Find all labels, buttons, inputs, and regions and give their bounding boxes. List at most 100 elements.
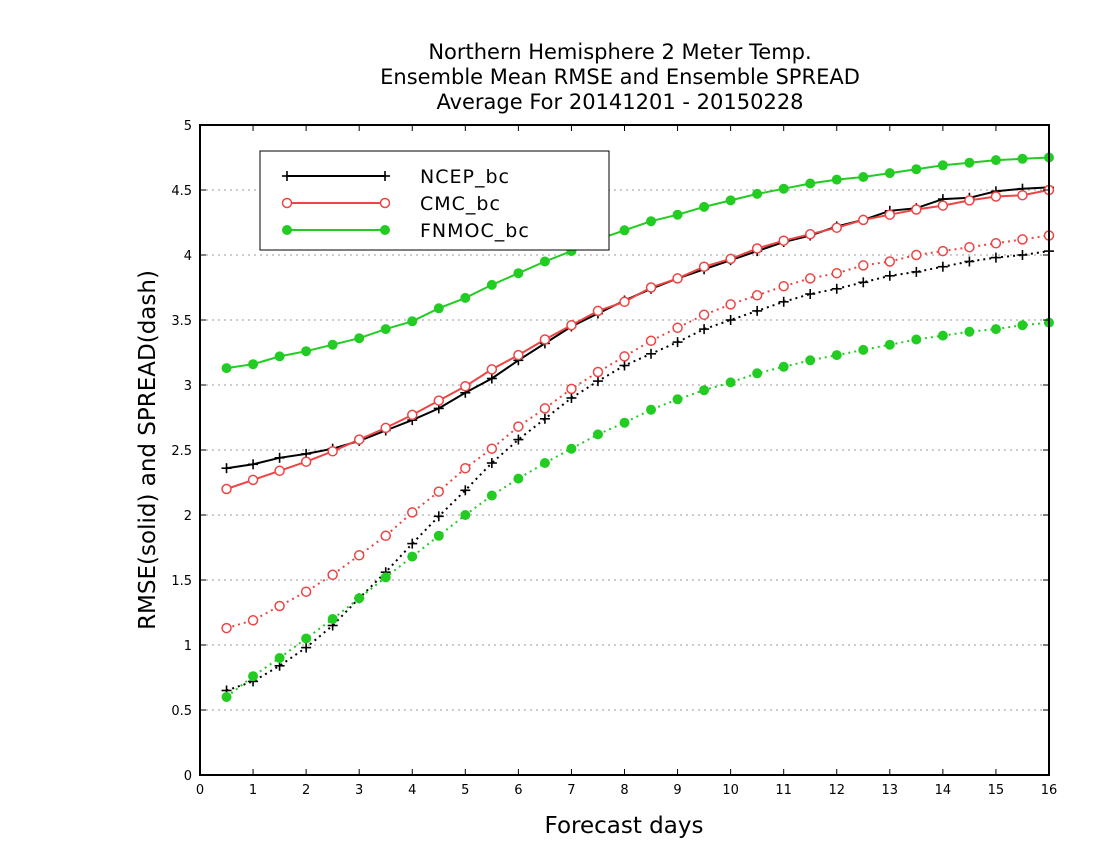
chart-title: Northern Hemisphere 2 Meter Temp. Ensemb… [380, 40, 860, 114]
cmc-bc-spread-point [672, 322, 683, 334]
y-tick-label: 4.5 [171, 184, 192, 199]
fnmoc-bc-rmse-point [699, 201, 710, 212]
cmc-bc-spread-point [804, 273, 816, 284]
ncep-bc-spread-point [990, 252, 1001, 263]
ncep-bc-spread-point [831, 283, 842, 294]
ncep-bc-spread-point [964, 256, 975, 267]
cmc-bc-rmse-point [778, 235, 789, 246]
cmc-bc-rmse-point [804, 228, 816, 240]
ncep-bc-spread-point [778, 296, 789, 307]
cmc-bc-rmse-point [407, 409, 418, 421]
fnmoc-bc-rmse-point [248, 359, 259, 370]
y-tick-label: 3 [184, 379, 192, 394]
ncep-bc-rmse-point [274, 452, 285, 463]
cmc-bc-rmse-point [566, 319, 577, 331]
ncep-bc-spread-point [566, 393, 577, 403]
legend-marker-cmc-bc [379, 197, 391, 209]
cmc-bc-rmse-point [300, 456, 312, 467]
x-tick-label: 6 [514, 783, 522, 798]
fnmoc-bc-rmse-point [990, 155, 1001, 166]
cmc-bc-spread-point [619, 351, 630, 362]
cmc-bc-rmse-point [619, 296, 630, 308]
cmc-bc-rmse-point [274, 465, 285, 477]
legend-item-fnmoc-bc: FNMOC_bc [282, 220, 529, 242]
fnmoc-bc-spread-point [964, 326, 975, 337]
fnmoc-bc-rmse-point [274, 351, 285, 362]
cmc-bc-rmse-point [964, 195, 975, 206]
x-tick-label: 12 [828, 783, 845, 798]
cmc-bc-spread-point [566, 383, 577, 395]
cmc-bc-rmse-point [990, 191, 1002, 202]
x-tick-label: 8 [620, 783, 628, 798]
fnmoc-bc-spread-point [672, 394, 683, 405]
ncep-bc-spread-point [619, 360, 630, 371]
cmc-bc-rmse-point [672, 273, 683, 284]
cmc-bc-rmse-point [884, 209, 896, 220]
legend-marker-cmc-bc [281, 197, 293, 209]
fnmoc-bc-spread-point [990, 324, 1001, 335]
chart-title-line-3: Average For 20141201 - 20150228 [436, 90, 803, 114]
cmc-bc-rmse-point [751, 243, 763, 254]
cmc-bc-rmse-point [1017, 189, 1028, 201]
fnmoc-bc-spread-point [513, 473, 524, 484]
ncep-bc-spread-point [1017, 250, 1028, 260]
x-tick-label: 7 [567, 783, 575, 798]
fnmoc-bc-rmse-point [327, 339, 338, 350]
cmc-bc-spread-point [751, 290, 763, 301]
cmc-bc-rmse-point [460, 381, 471, 392]
fnmoc-bc-spread-point [354, 593, 365, 604]
y-tick-label: 2.5 [171, 444, 192, 459]
x-tick-label: 15 [988, 783, 1005, 798]
cmc-bc-rmse-point [858, 214, 869, 226]
x-tick-label: 11 [775, 783, 792, 798]
ncep-bc-spread-point [699, 324, 710, 335]
cmc-bc-spread-point [990, 238, 1002, 249]
cmc-bc-rmse-point [911, 204, 922, 215]
fnmoc-bc-rmse-point [858, 172, 869, 182]
fnmoc-bc-rmse-point [221, 363, 232, 374]
fnmoc-bc-spread-point [646, 404, 657, 415]
chart-title-line-2: Ensemble Mean RMSE and Ensemble SPREAD [380, 65, 860, 89]
y-axis-label: RMSE(solid) and SPREAD(dash) [135, 270, 161, 630]
cmc-bc-spread-point [831, 267, 842, 279]
x-tick-label: 5 [461, 783, 469, 798]
fnmoc-bc-rmse-point [460, 292, 471, 303]
fnmoc-bc-spread-point [274, 653, 285, 663]
fnmoc-bc-rmse-point [911, 164, 922, 175]
ncep-bc-spread-point [460, 485, 471, 496]
fnmoc-bc-rmse-point [407, 316, 418, 327]
fnmoc-bc-spread-point [327, 614, 338, 624]
ncep-bc-spread-point [646, 348, 657, 359]
fnmoc-bc-rmse-point [752, 188, 763, 199]
ncep-bc-spread-point [672, 337, 683, 348]
cmc-bc-rmse-point [486, 364, 498, 375]
fnmoc-bc-rmse-point [301, 346, 312, 357]
ncep-bc-spread-point [725, 315, 736, 325]
y-tick-label: 0.5 [171, 704, 192, 719]
legend-label-cmc-bc: CMC_bc [420, 193, 501, 215]
series-cmc-bc [221, 184, 1055, 634]
cmc-bc-spread-point [433, 486, 445, 497]
cmc-bc-spread-point [858, 260, 869, 271]
fnmoc-bc-spread-point [778, 361, 789, 372]
cmc-bc-rmse-point [353, 434, 365, 445]
fnmoc-bc-rmse-point [884, 168, 895, 179]
x-tick-label: 1 [249, 783, 257, 798]
fnmoc-bc-rmse-point [778, 183, 789, 194]
cmc-bc-rmse-point [221, 483, 232, 495]
fnmoc-bc-spread-point [752, 368, 763, 379]
cmc-bc-spread-point [1017, 234, 1028, 245]
ncep-bc-spread-point [884, 270, 895, 281]
fnmoc-bc-rmse-point [513, 268, 524, 279]
cmc-bc-spread-point [539, 403, 551, 414]
fnmoc-bc-spread-point [937, 330, 948, 341]
ncep-bc-rmse-point [248, 459, 259, 470]
y-tick-label: 1 [184, 639, 192, 654]
fnmoc-bc-rmse-point [937, 160, 948, 171]
cmc-bc-spread-point [274, 600, 285, 612]
ncep-bc-spread-point [539, 413, 550, 424]
y-tick-label: 0 [184, 769, 192, 784]
x-tick-label: 10 [722, 783, 739, 798]
series-fnmoc-bc [221, 152, 1054, 702]
